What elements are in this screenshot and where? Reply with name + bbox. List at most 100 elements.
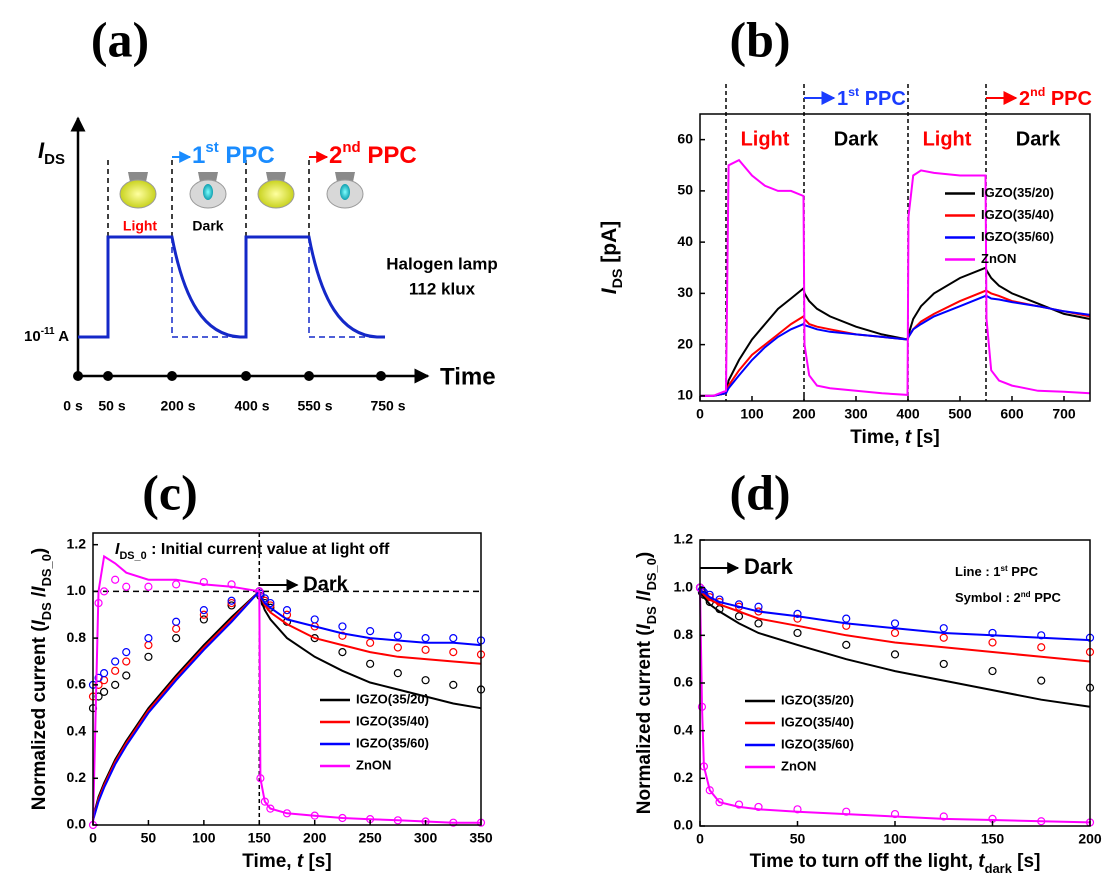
- y-tick-label: 10: [677, 387, 693, 403]
- annotation: Symbol : 2nd PPC: [955, 590, 1062, 606]
- lamp-off: [326, 172, 364, 209]
- symbol: [421, 645, 430, 654]
- y-tick-label: 40: [677, 233, 693, 249]
- text-part: 1: [837, 88, 848, 110]
- x-tick-label: 100: [192, 830, 216, 846]
- symbol: [144, 641, 153, 650]
- symbol: [939, 633, 948, 642]
- symbol: [1037, 676, 1046, 685]
- text-part: I: [634, 590, 655, 596]
- y-axis-label: Normalized current (IDS /IDS_0): [634, 552, 659, 814]
- x-tick-label: 250: [358, 830, 382, 846]
- symbol: [111, 680, 120, 689]
- text-part: PPC: [219, 142, 275, 169]
- text-part: [s]: [1012, 851, 1041, 872]
- annotation: Line : 1st PPC: [955, 564, 1039, 580]
- y-tick-label: 0.4: [674, 721, 694, 737]
- series-line: [92, 589, 482, 821]
- panel-label: (c): [142, 464, 198, 520]
- dot: [241, 371, 251, 381]
- x-tick-label: 0: [89, 830, 97, 846]
- x-tick-label: 300: [414, 830, 438, 846]
- symbol: [393, 669, 402, 678]
- time-dots: [73, 371, 386, 381]
- phase-label: Dark: [834, 128, 879, 150]
- dot: [376, 371, 386, 381]
- text-part: PPC: [1045, 88, 1092, 110]
- text-part: DS: [39, 602, 54, 620]
- x-tick-label: 200: [1078, 831, 1102, 847]
- x-axis-label: Time: [440, 363, 496, 390]
- y-tick-label: 0.6: [67, 676, 87, 692]
- series-line: [699, 587, 1091, 708]
- text-part: Time to turn off the light,: [750, 851, 979, 872]
- x-tick-label: 400: [896, 406, 920, 422]
- series-line: [699, 587, 1091, 642]
- x-tick-label: 200: [303, 830, 327, 846]
- symbol: [421, 676, 430, 685]
- time-label: 200 s: [160, 398, 195, 414]
- text-part: /: [29, 591, 50, 602]
- y-tick-label: 0.6: [674, 674, 694, 690]
- symbol: [227, 598, 236, 608]
- symbol: [111, 666, 120, 675]
- dot: [304, 371, 314, 381]
- symbol: [144, 634, 153, 643]
- ppc-label: 2nd PPC: [329, 139, 417, 169]
- symbol: [99, 687, 109, 696]
- phase-label: Dark: [192, 218, 223, 234]
- symbol: [199, 605, 208, 615]
- y-tick-label: 1.2: [67, 535, 87, 551]
- symbol: [122, 657, 131, 666]
- legend-label: IGZO(35/60): [781, 736, 854, 751]
- text-part: I: [38, 138, 45, 163]
- x-tick-label: 0: [696, 831, 704, 847]
- symbol: [144, 652, 153, 661]
- series-line: [92, 554, 481, 826]
- symbol: [842, 807, 851, 816]
- text-part: Time,: [850, 427, 905, 448]
- symbol: [199, 615, 208, 624]
- lamps: [119, 172, 364, 209]
- symbol: [421, 634, 430, 643]
- legend-label: IGZO(35/40): [781, 714, 854, 729]
- lamp-label: 112 klux: [409, 279, 476, 298]
- text-part: PPC: [1008, 564, 1039, 579]
- panel-label: (b): [729, 11, 790, 67]
- text-part: Time,: [242, 851, 297, 872]
- x-tick-label: 500: [948, 406, 972, 422]
- waveform: [78, 235, 385, 339]
- text-part: [s]: [303, 851, 332, 872]
- dark-label: Dark: [303, 573, 348, 595]
- x-tick-label: 300: [844, 406, 868, 422]
- symbol: [939, 624, 948, 633]
- text-part: Normalized current (: [29, 625, 50, 810]
- symbol: [988, 666, 997, 676]
- symbol: [734, 800, 744, 809]
- y-tick-label: 1.2: [674, 531, 694, 547]
- symbol: [734, 612, 744, 621]
- text-part: DS_0: [39, 554, 54, 586]
- symbol: [988, 628, 997, 638]
- symbol: [754, 602, 763, 611]
- symbol: [890, 628, 900, 638]
- chart-panel: (d) 0 50 100 150 200 0.0 0.2 0.4 0.6 0.8 1.0 1.2 Time…: [634, 464, 1102, 875]
- text-part: ): [29, 548, 50, 554]
- series-line: [700, 158, 1091, 397]
- series-line: [700, 289, 1091, 397]
- y-tick-label: 30: [677, 284, 693, 300]
- chart-panel: (b) 0 100 200 300 400 500 600 700 10 20 30 40 50 60 Tim…: [598, 11, 1092, 448]
- text-part: : Initial current value at light off: [147, 541, 390, 558]
- symbol: [144, 582, 153, 591]
- legend-label: IGZO(35/40): [981, 207, 1054, 222]
- text-part: A: [55, 328, 70, 345]
- text-part: I: [29, 619, 50, 625]
- series-line: [700, 294, 1091, 397]
- symbol: [172, 617, 181, 626]
- lamp-on: [257, 172, 295, 209]
- dot: [103, 371, 113, 381]
- symbol: [282, 605, 292, 615]
- legend-label: ZnON: [781, 758, 816, 773]
- symbol: [366, 638, 375, 647]
- symbol: [366, 627, 375, 636]
